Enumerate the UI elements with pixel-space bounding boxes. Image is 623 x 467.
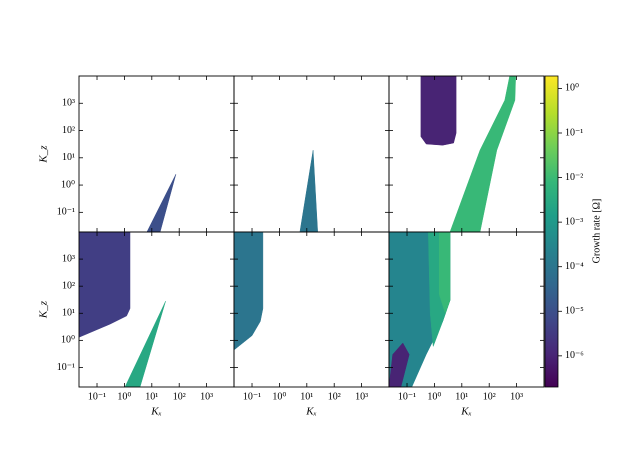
y-tick-label: 10² [62,125,75,136]
y-tick-label: 10⁻¹ [57,207,75,218]
axes-frame [78,75,235,233]
x-tick-label: 10² [328,391,341,402]
x-tick-label: 10¹ [300,391,313,402]
colorbar [544,75,559,388]
contour-region [299,150,318,232]
contour-region [234,232,264,351]
axes-frame [388,231,545,388]
y-tick-label: 10¹ [62,308,75,319]
panel [299,150,318,232]
panel [79,232,166,387]
contour-region [124,301,166,387]
contour-region [389,342,410,387]
x-tick-label: 10⁰ [272,391,286,402]
x-tick-label: 10³ [510,391,523,402]
x-tick-label: 10² [173,391,186,402]
x-tick-label: 10³ [200,391,213,402]
panel [234,232,264,351]
y-axis-label: K_z [38,300,50,319]
colorbar-tick-label: 10⁻⁴ [565,261,584,272]
contour-region [420,76,457,146]
x-axis-label: Kₓ [305,406,316,418]
x-axis-label: Kₓ [150,406,161,418]
contour-region [146,174,177,232]
x-tick-label: 10⁻¹ [243,391,261,402]
panel [420,76,516,232]
y-tick-label: 10⁰ [61,335,75,346]
colorbar-tick-label: 10⁰ [565,83,579,94]
y-tick-label: 10¹ [62,152,75,163]
x-tick-label: 10¹ [455,391,468,402]
contour-region [79,232,131,338]
x-tick-label: 10¹ [145,391,158,402]
y-tick-label: 10⁰ [61,179,75,190]
colorbar-tick-label: 10⁻⁶ [565,350,584,361]
panel [389,232,451,387]
x-tick-label: 10⁻¹ [88,391,106,402]
y-tick-label: 10³ [62,253,75,264]
y-tick-label: 10² [62,280,75,291]
y-tick-label: 10⁻¹ [57,362,75,373]
colorbar-tick-label: 10⁻¹ [565,127,583,138]
x-axis-label: Kₓ [460,406,471,418]
x-tick-label: 10⁰ [117,391,131,402]
panel [146,174,177,232]
colorbar-tick-label: 10⁻² [565,172,583,183]
contour-region [449,76,516,232]
x-tick-label: 10² [483,391,496,402]
y-tick-label: 10³ [62,98,75,109]
colorbar-label: Growth rate [Ω] [591,199,602,264]
x-tick-label: 10⁻¹ [398,391,416,402]
y-axis-label: K_z [38,145,50,164]
x-tick-label: 10⁰ [427,391,441,402]
colorbar-tick-label: 10⁻³ [565,216,583,227]
x-tick-label: 10³ [355,391,368,402]
colorbar-tick-label: 10⁻⁵ [565,306,584,317]
contour-region [438,232,451,315]
